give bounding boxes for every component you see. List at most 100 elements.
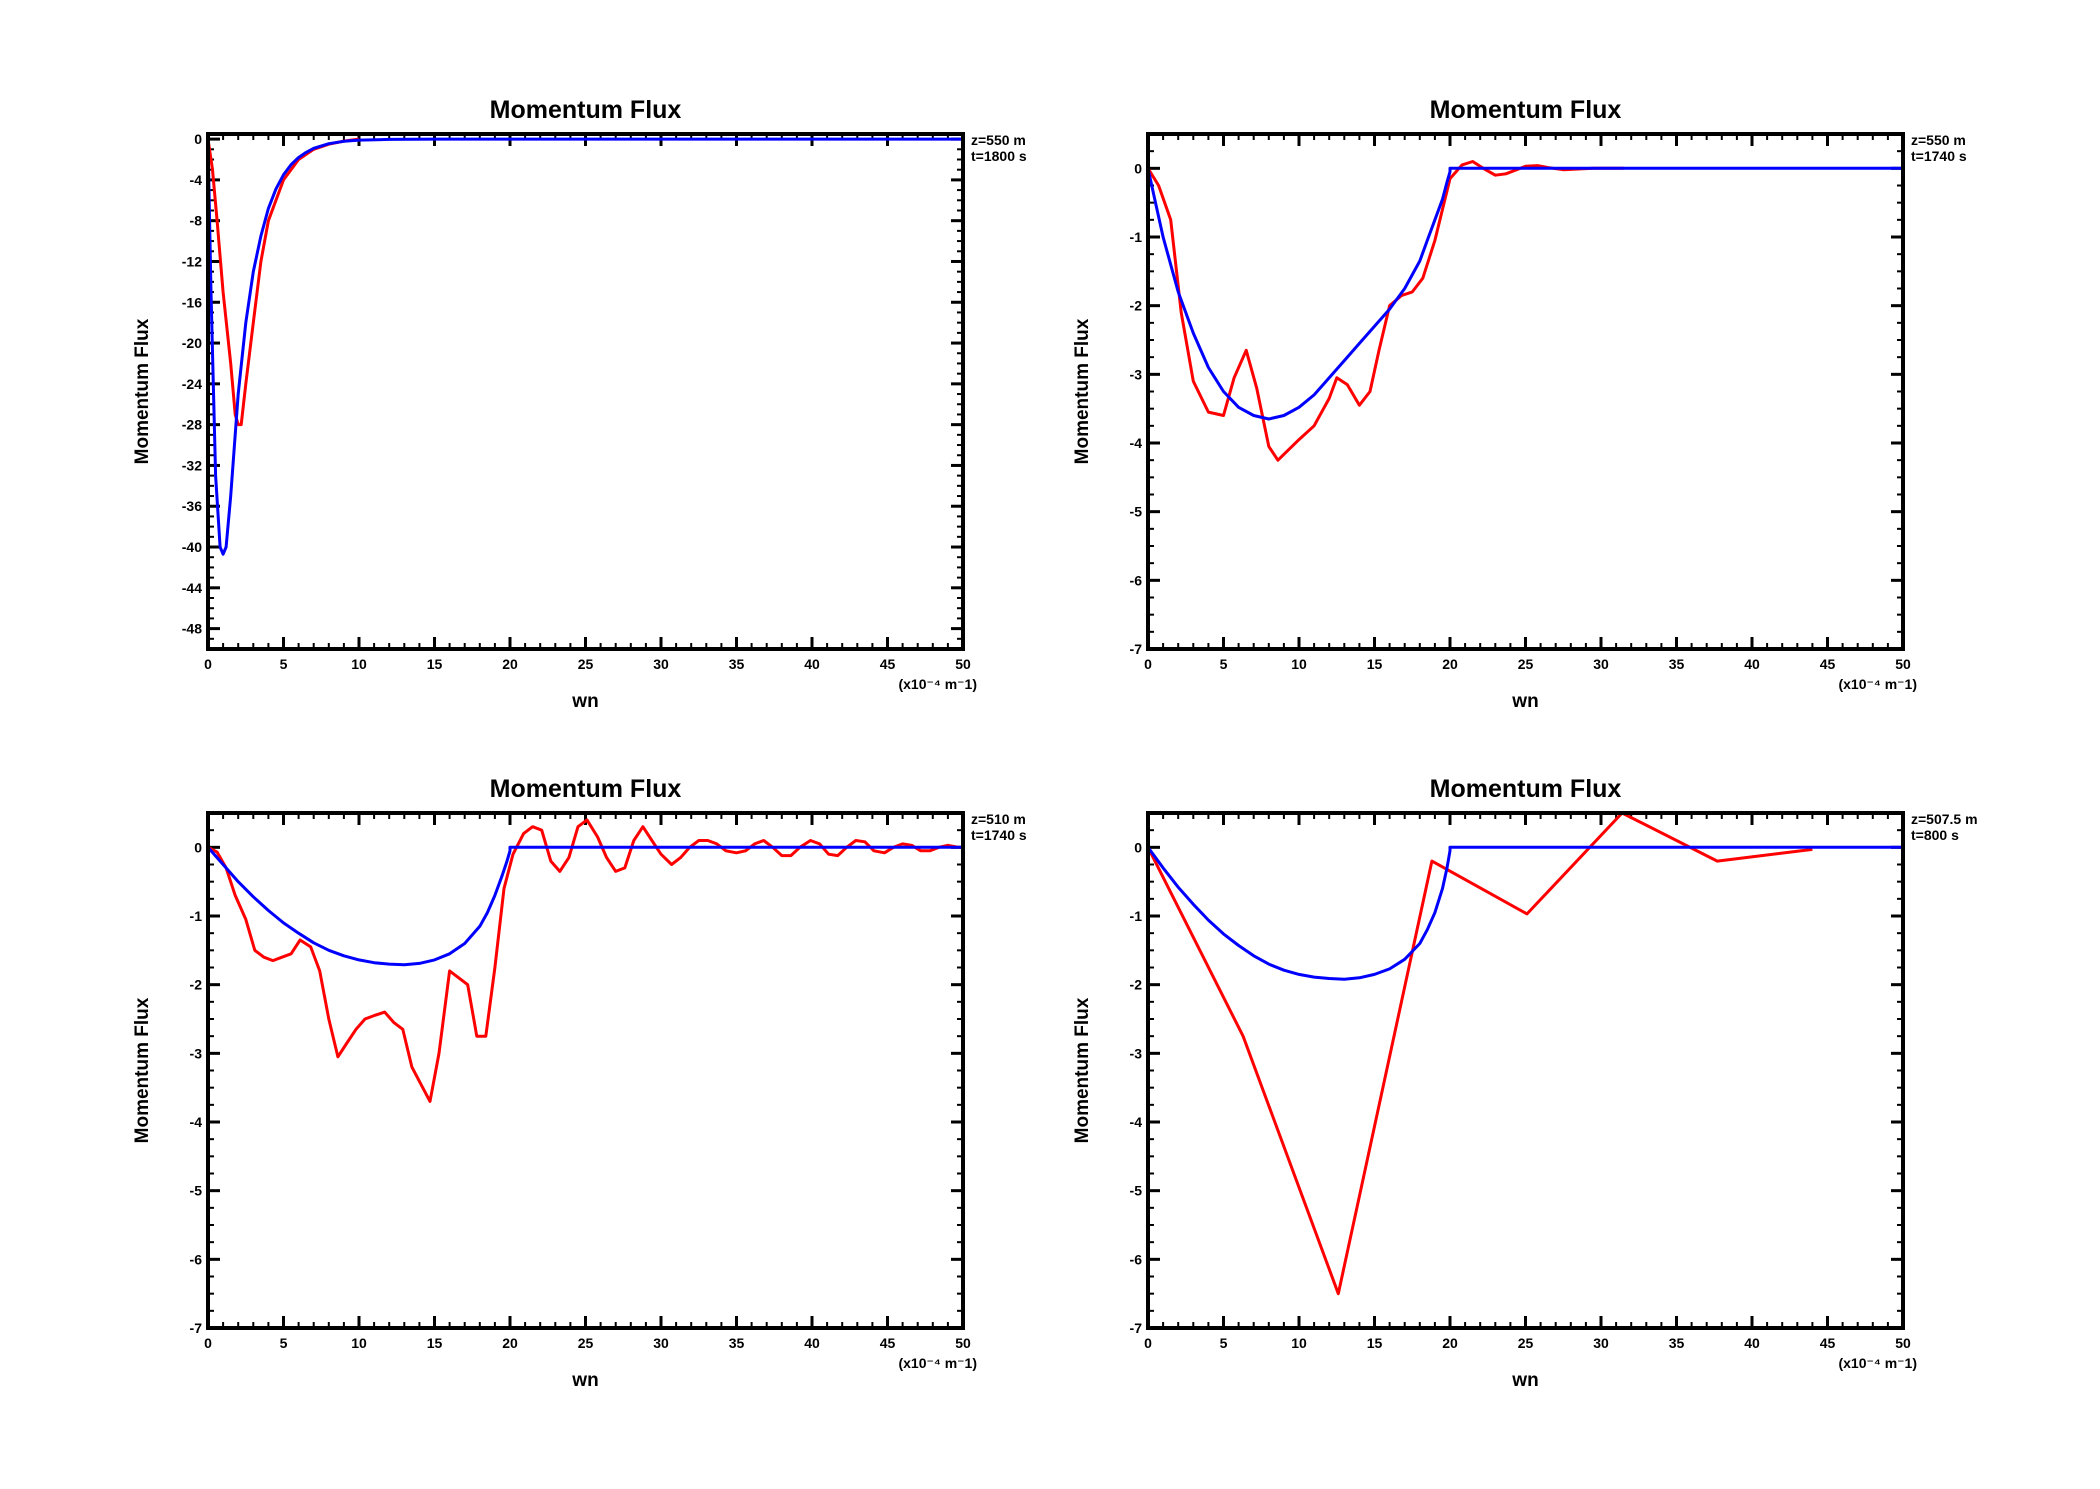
chart-panel-1: 0 5 10 15 20 25 30 35 40 45 50 0 -4 -8 -12 -16 -20 -24 -28… [132,96,1027,712]
x-tick-label: 10 [1291,1335,1307,1351]
x-tick-label: 35 [729,656,745,672]
y-tick-label: -44 [182,580,202,596]
y-tick-label: -4 [190,1114,203,1130]
x-tick-label: 0 [204,656,212,672]
x-tick-label: 15 [427,656,443,672]
x-tick-label: 45 [880,656,896,672]
y-tick-label: -20 [182,335,202,351]
x-tick-label: 35 [729,1335,745,1351]
x-tick-label: 40 [804,656,820,672]
chart-title: Momentum Flux [1430,775,1622,803]
x-tick-label: 50 [955,656,971,672]
x-tick-label: 50 [1895,656,1911,672]
x-tick-label: 0 [204,1335,212,1351]
y-tick-label: -7 [1130,641,1143,657]
y-tick-label: -16 [182,294,202,310]
x-unit-label: (x10⁻⁴ m⁻1) [1838,1355,1917,1371]
y-tick-label: -4 [190,172,203,188]
series-line-blue [208,845,963,967]
x-tick-label: 25 [578,1335,594,1351]
y-tick-label: -2 [1130,977,1143,993]
x-tick-label: 15 [1367,656,1383,672]
x-tick-label: 45 [880,1335,896,1351]
y-axis-label: Momentum Flux [1072,997,1093,1143]
x-tick-label: 45 [1820,656,1836,672]
x-tick-label: 15 [427,1335,443,1351]
x-tick-label: 0 [1144,656,1152,672]
series-line-blue [1148,166,1903,421]
x-tick-label: 5 [280,1335,288,1351]
x-tick-label: 30 [653,656,669,672]
x-tick-label: 10 [1291,656,1307,672]
x-tick-label: 30 [653,1335,669,1351]
x-tick-label: 25 [1518,656,1534,672]
x-axis-label: wn [1511,1370,1538,1391]
y-axis-label: Momentum Flux [132,997,153,1143]
plot-frame [1146,132,1905,651]
x-tick-label: 30 [1593,1335,1609,1351]
x-tick-label: 5 [1220,1335,1228,1351]
y-tick-label: -8 [190,213,203,229]
chart-panel-3: 0 5 10 15 20 25 30 35 40 45 50 0 -1 -2 -3 -4 -5 -6 -7 Momen… [132,775,1027,1391]
x-axis-label: wn [1511,691,1538,712]
y-tick-label: 0 [1134,160,1142,176]
y-tick-label: -5 [1130,504,1143,520]
chart-title: Momentum Flux [490,96,682,124]
y-tick-label: -6 [190,1251,203,1267]
x-tick-label: 25 [578,656,594,672]
x-tick-label: 25 [1518,1335,1534,1351]
x-tick-label: 20 [1442,656,1458,672]
y-tick-label: -1 [190,908,203,924]
y-tick-label: -36 [182,498,202,514]
x-tick-label: 10 [351,1335,367,1351]
chart-title: Momentum Flux [1430,96,1622,124]
y-tick-label: -7 [1130,1320,1143,1336]
series-line-red [208,818,963,1103]
y-tick-label: -2 [1130,298,1143,314]
x-tick-label: 10 [351,656,367,672]
y-tick-label: -48 [182,621,202,637]
x-tick-label: 50 [955,1335,971,1351]
x-tick-label: 5 [280,656,288,672]
chart-panel-4: 0 5 10 15 20 25 30 35 40 45 50 0 -1 -2 -3 -4 -5 -6 -7 Momen… [1072,775,1978,1391]
height-label: z=510 m [971,811,1026,827]
x-axis-label: wn [571,691,598,712]
y-tick-label: -2 [190,977,203,993]
chart-panel-2: 0 5 10 15 20 25 30 35 40 45 50 0 -1 -2 -3 -4 -5 -6 -7 Momen… [1072,96,1967,712]
y-tick-label: -3 [190,1045,203,1061]
series-line-red [1148,813,1813,1296]
plot-frame [1146,811,1905,1330]
chart-title: Momentum Flux [490,775,682,803]
series-line-blue [1148,845,1903,981]
y-tick-label: -6 [1130,572,1143,588]
plot-frame [206,132,965,651]
series-line-blue [208,137,963,556]
y-tick-label: -4 [1130,1114,1143,1130]
series-line-red [1148,160,1624,462]
height-label: z=550 m [971,132,1026,148]
y-tick-label: -40 [182,539,202,555]
time-label: t=1800 s [971,148,1027,164]
y-tick-label: -12 [182,253,202,269]
time-label: t=800 s [1911,827,1959,843]
x-unit-label: (x10⁻⁴ m⁻1) [898,1355,977,1371]
x-tick-label: 30 [1593,656,1609,672]
x-axis-label: wn [571,1370,598,1391]
y-tick-label: -28 [182,417,202,433]
time-label: t=1740 s [971,827,1027,843]
x-tick-label: 20 [502,656,518,672]
plot-frame [206,811,965,1330]
x-tick-label: 35 [1669,656,1685,672]
x-tick-label: 50 [1895,1335,1911,1351]
x-tick-label: 40 [804,1335,820,1351]
y-tick-label: -4 [1130,435,1143,451]
y-tick-label: -32 [182,457,202,473]
x-tick-label: 35 [1669,1335,1685,1351]
y-tick-label: -6 [1130,1251,1143,1267]
x-tick-label: 5 [1220,656,1228,672]
y-tick-label: 0 [194,131,202,147]
y-tick-label: -3 [1130,366,1143,382]
x-tick-label: 15 [1367,1335,1383,1351]
